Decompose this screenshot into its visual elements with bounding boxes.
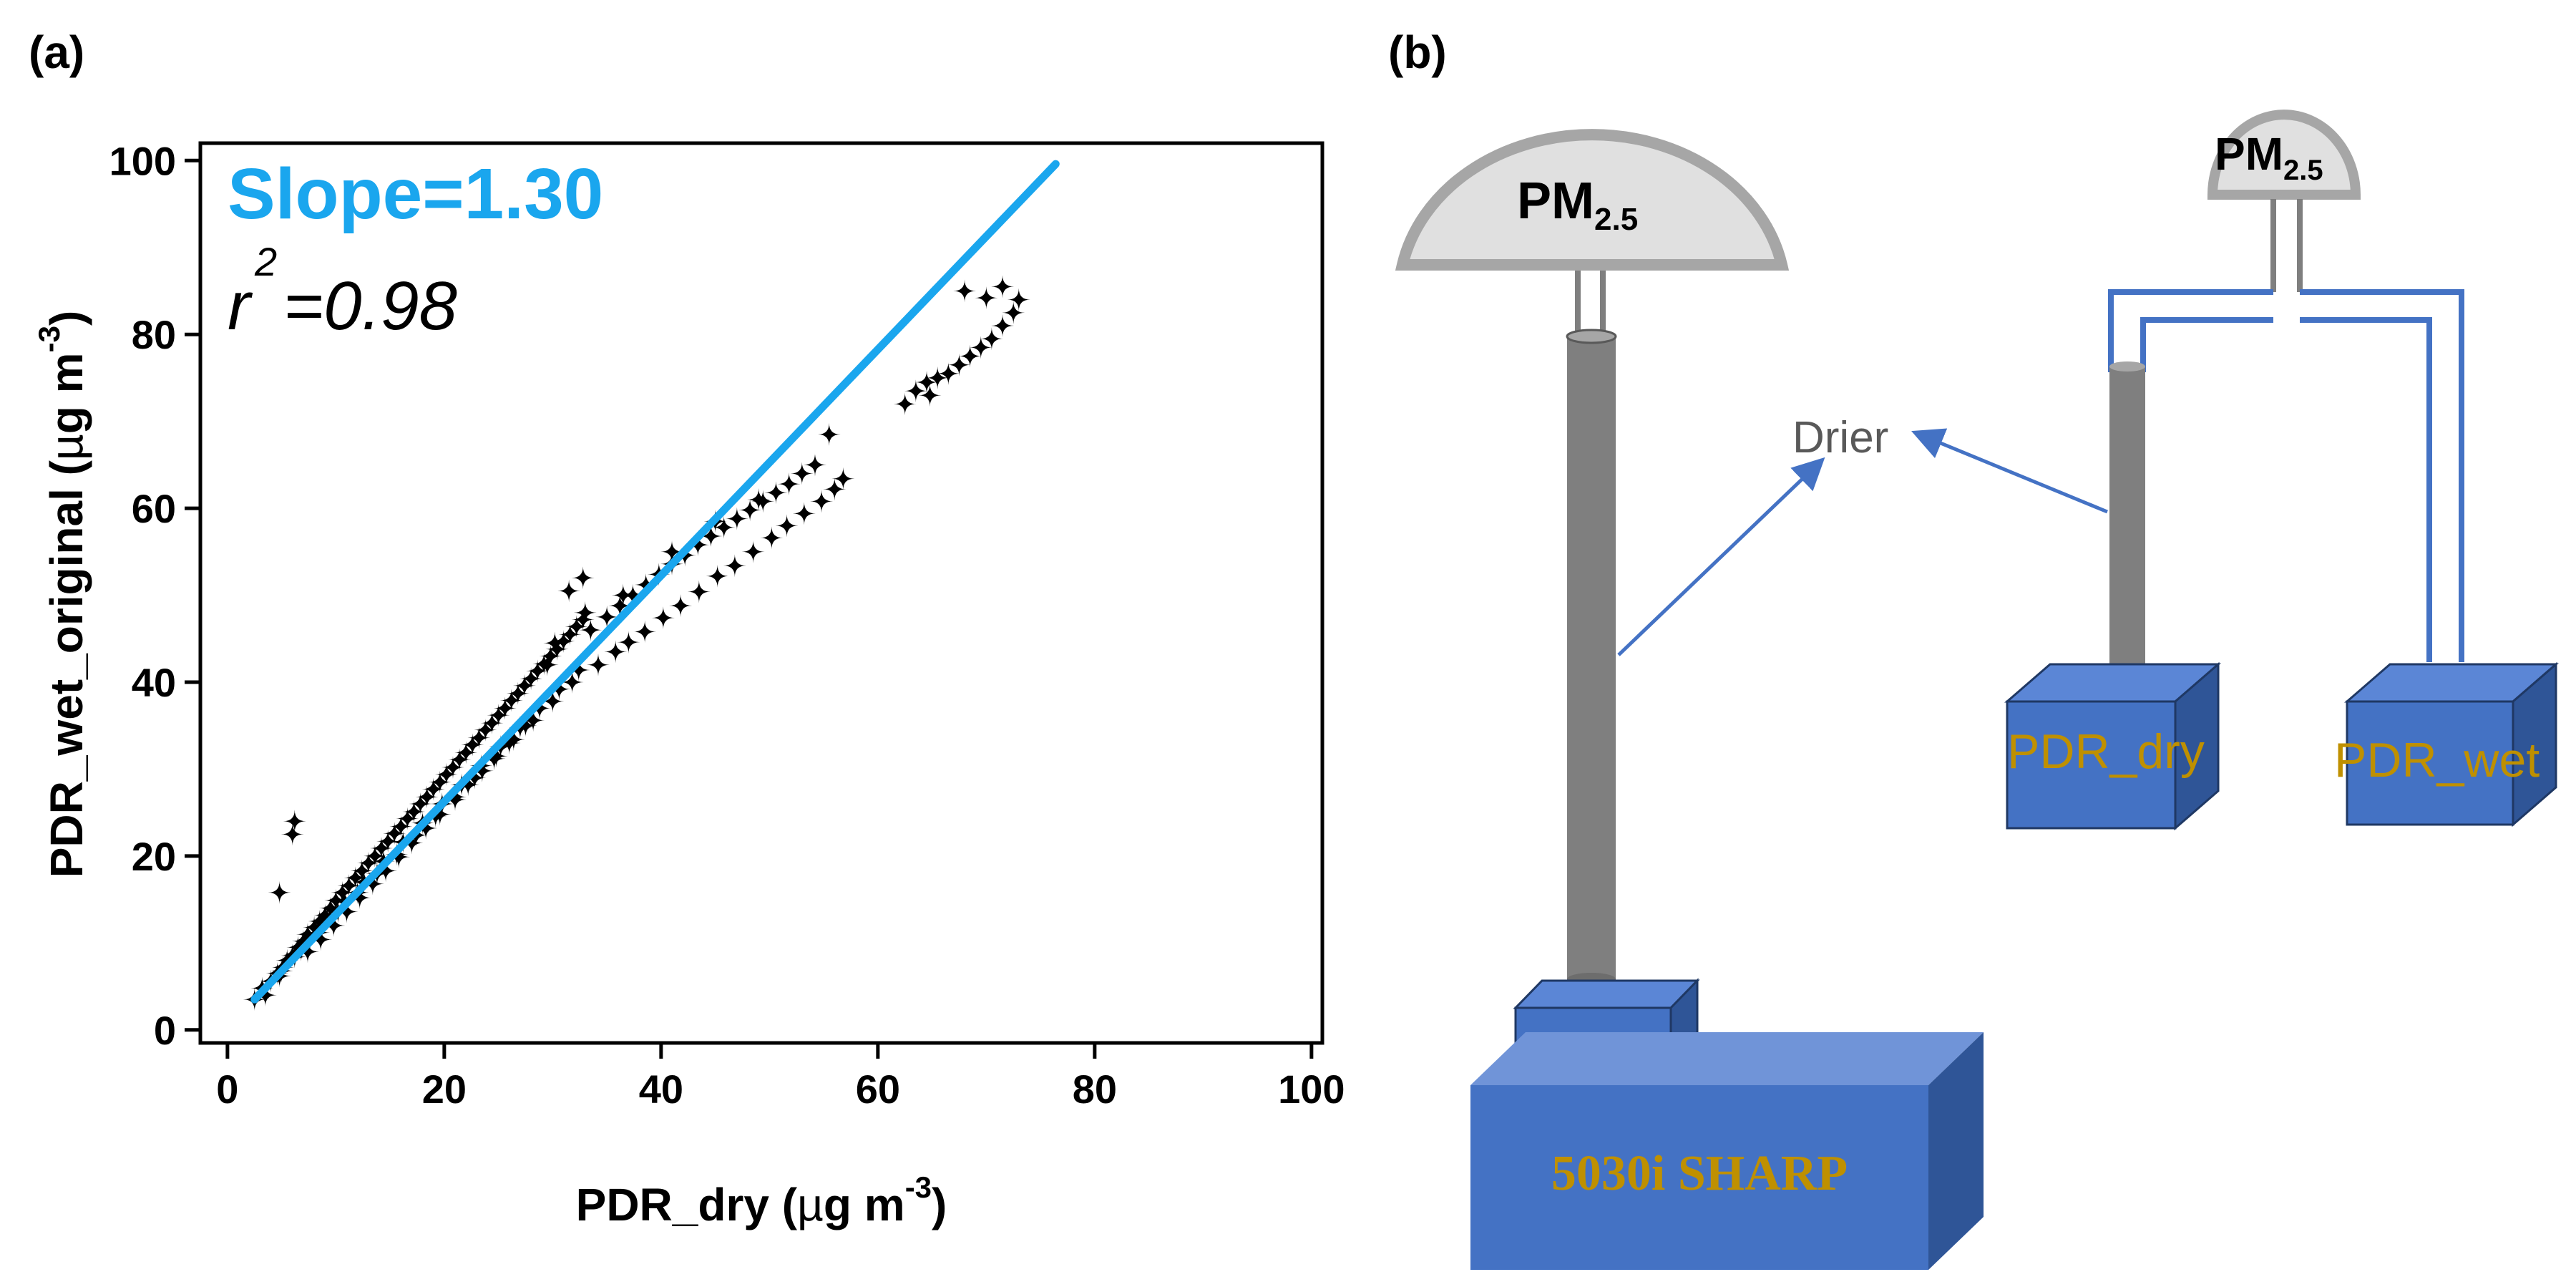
x-axis-title-mu: µ <box>797 1179 824 1230</box>
data-point <box>760 526 784 550</box>
pdr-dry-label: PDR_dry <box>2007 724 2205 779</box>
plot-frame <box>198 141 1324 1045</box>
y-tick-label: 100 <box>109 138 176 183</box>
pdr-wet-label: PDR_wet <box>2334 733 2540 787</box>
data-point <box>586 653 610 676</box>
data-point <box>571 566 595 590</box>
data-point <box>926 366 950 389</box>
data-point <box>741 540 765 563</box>
x-tick-label: 80 <box>1073 1067 1117 1112</box>
data-point <box>617 631 640 654</box>
data-point <box>283 810 306 833</box>
split-tubing <box>2108 289 2464 662</box>
x-axis-title-unit: g m <box>824 1179 905 1230</box>
data-point <box>817 422 841 446</box>
x-tick-label: 60 <box>856 1067 900 1112</box>
inlet-left-pm: PM <box>1517 173 1594 230</box>
data-point <box>775 514 799 538</box>
tube-outer-right <box>2300 289 2464 662</box>
data-point <box>268 880 291 904</box>
scatter-points <box>243 275 1030 1011</box>
inlet-right-sub: 2.5 <box>2283 155 2323 186</box>
y-axis-title-main: PDR_wet_original ( <box>41 460 92 878</box>
inlet-right-pm: PM <box>2215 128 2283 180</box>
inlet-right-label: PM2.5 <box>2215 128 2323 186</box>
data-point <box>918 384 942 407</box>
x-axis-title: PDR_dry (µg m-3) <box>576 1170 947 1230</box>
data-point <box>953 279 977 303</box>
r2-exponent: 2 <box>254 239 277 284</box>
panel-a-label: (a) <box>29 26 84 78</box>
y-axis-title-unit: g m <box>41 352 92 434</box>
x-tick-label: 100 <box>1278 1067 1345 1112</box>
data-point <box>604 640 628 664</box>
pdr-dry-box: PDR_dry <box>2004 661 2222 831</box>
inlet-left-dome <box>1395 129 1790 271</box>
data-point <box>1007 288 1030 311</box>
drier-tube-main <box>1566 329 1617 986</box>
y-tick-label: 80 <box>132 312 176 357</box>
inlet-left-label: PM2.5 <box>1517 173 1638 237</box>
tube-inner-right <box>2300 317 2432 662</box>
sharp-label: 5030i SHARP <box>1551 1146 1848 1201</box>
y-axis-title-mu: µ <box>41 434 92 460</box>
drier-arrow-right <box>1911 428 2108 514</box>
data-point <box>991 275 1015 298</box>
x-axis-title-exp: -3 <box>905 1170 932 1204</box>
x-tick-label: 40 <box>639 1067 683 1112</box>
pdr-wet-box: PDR_wet <box>2334 661 2560 827</box>
x-axis-title-main: PDR_dry ( <box>576 1179 798 1230</box>
data-point <box>792 502 816 525</box>
tube-outer-left <box>2108 289 2273 372</box>
drier-label: Drier <box>1792 413 1888 462</box>
tube-inner-left <box>2140 317 2273 372</box>
x-tick-label: 0 <box>216 1067 238 1112</box>
fit-line <box>250 160 1060 1004</box>
r2-symbol: r <box>228 268 253 344</box>
data-point <box>723 554 746 578</box>
r2-annotation: r 2 =0.98 <box>228 239 457 344</box>
r2-value: =0.98 <box>283 268 457 344</box>
panel-b-label: (b) <box>1388 26 1447 78</box>
data-point <box>706 564 729 588</box>
fit-line-group <box>250 160 1060 1004</box>
y-tick-label: 60 <box>132 486 176 531</box>
data-point <box>280 822 304 846</box>
y-axis-ticks: 0 20 40 60 80 100 <box>109 138 200 1053</box>
x-tick-label: 20 <box>422 1067 467 1112</box>
inlet-left-sub: 2.5 <box>1594 202 1638 237</box>
x-axis-ticks: 0 20 40 60 80 100 <box>216 1043 1345 1112</box>
inlet-right-dome <box>2207 110 2361 200</box>
data-point <box>810 490 834 513</box>
data-point <box>669 594 693 618</box>
data-point <box>651 606 675 630</box>
data-point <box>991 314 1015 338</box>
sharp-instrument: 5030i SHARP <box>1470 1032 1984 1270</box>
y-tick-label: 0 <box>154 1008 176 1053</box>
data-point <box>975 286 998 310</box>
inlet-right: PM2.5 <box>2207 110 2361 292</box>
y-tick-label: 20 <box>132 834 176 879</box>
drier-arrow-left <box>1617 457 1825 656</box>
data-point <box>557 579 581 603</box>
panel-a: (a) 0 20 40 60 80 100 0 20 40 60 80 100 Slope=1.30… <box>29 26 1345 1230</box>
data-point <box>633 620 657 644</box>
panel-b: (b) PM2.5 5030i SHARP Drier <box>1388 26 2560 1270</box>
drier-tube-small <box>2109 361 2145 666</box>
y-tick-label: 40 <box>132 660 176 705</box>
inlet-left: PM2.5 <box>1395 129 1790 336</box>
x-axis-title-close: ) <box>932 1179 947 1230</box>
data-point <box>893 392 917 416</box>
data-point <box>1002 301 1025 324</box>
y-axis-title-exp: -3 <box>32 326 66 352</box>
y-axis-title: PDR_wet_original (µg m-3) <box>32 311 92 878</box>
y-axis-title-close: ) <box>41 311 92 326</box>
data-point <box>687 580 711 603</box>
slope-annotation: Slope=1.30 <box>228 154 603 234</box>
